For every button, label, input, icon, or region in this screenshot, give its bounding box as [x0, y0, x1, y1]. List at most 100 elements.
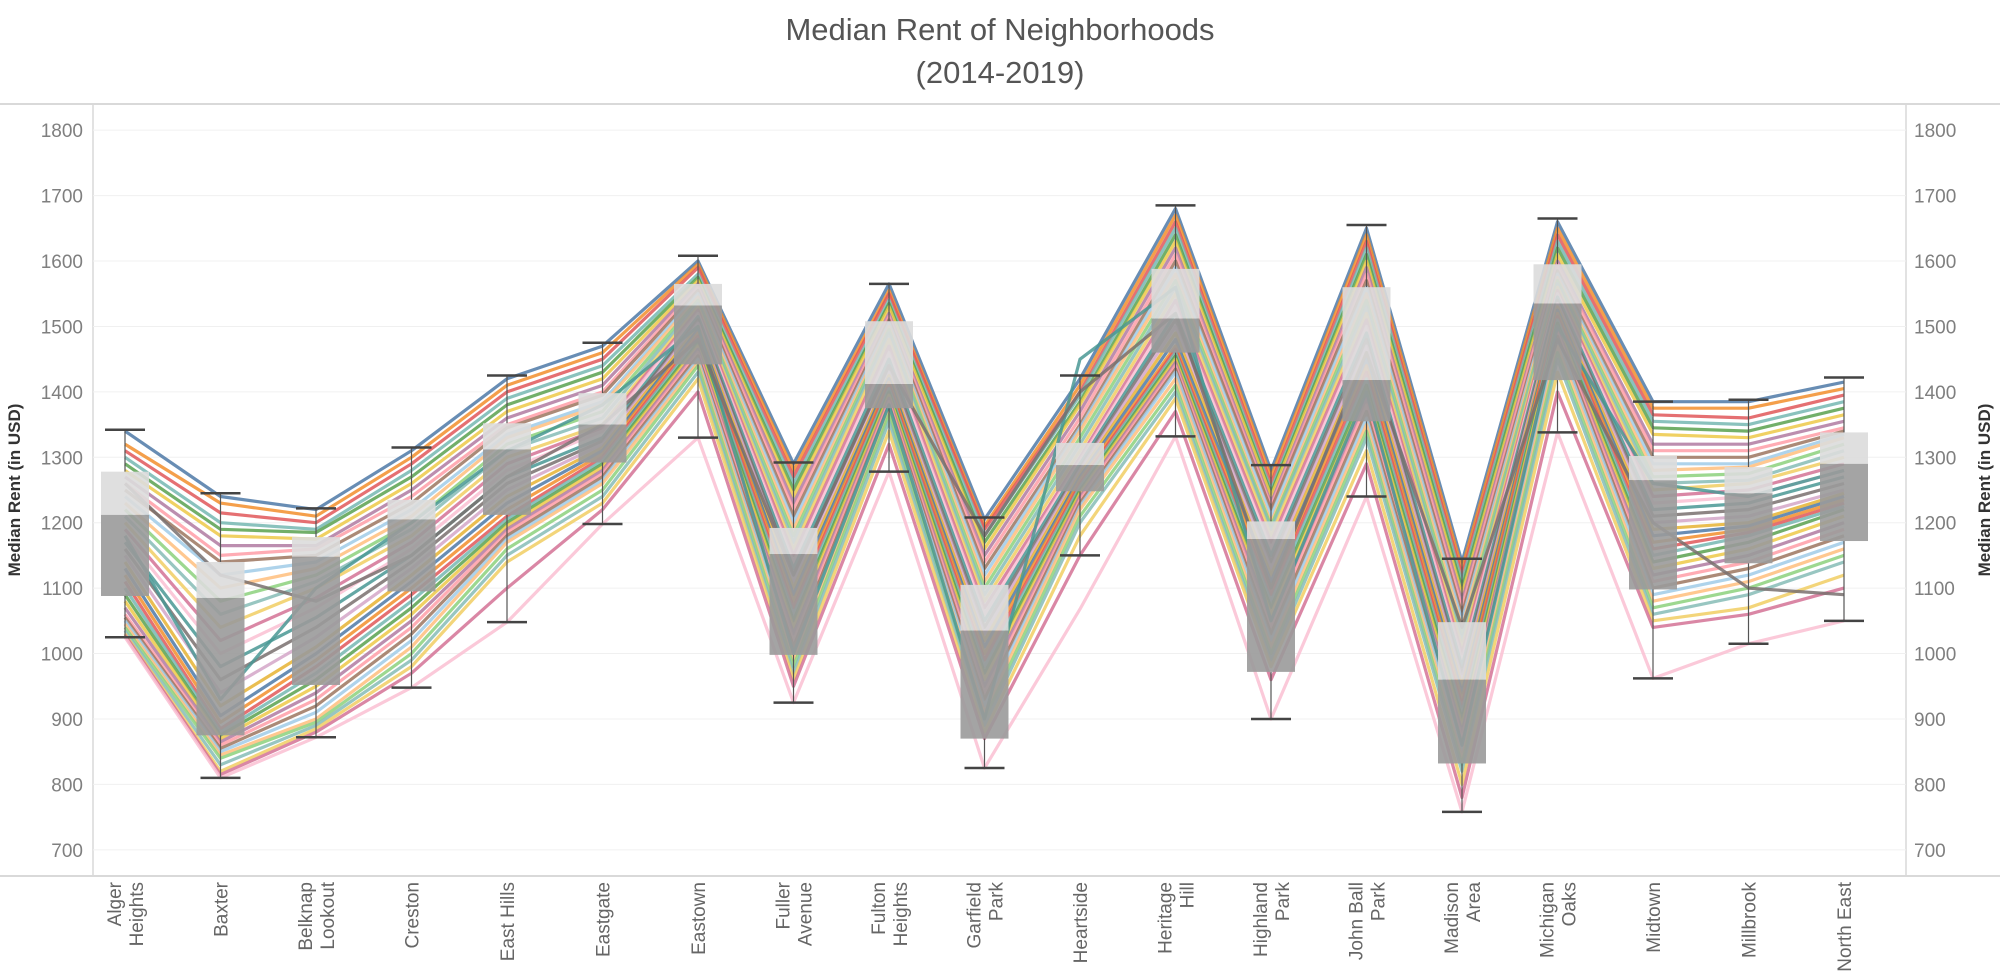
x-tick-label-18: North East [1835, 881, 1856, 971]
box-upper-8 [865, 321, 913, 385]
box-upper-17 [1724, 467, 1773, 494]
x-tick-label-16-line-1: Midtown [1644, 882, 1665, 953]
y-tick-left-1700: 1700 [41, 187, 83, 208]
x-tick-label-0-line-1: Alger [105, 881, 126, 926]
box-lower-16 [1629, 480, 1677, 590]
x-tick-label-16: Midtown [1644, 882, 1665, 953]
y-tick-right-1600: 1600 [1914, 252, 1956, 273]
y-tick-left-1100: 1100 [42, 579, 83, 600]
y-tick-right-1500: 1500 [1914, 317, 1956, 338]
box-upper-18 [1820, 432, 1868, 464]
box-upper-1 [196, 561, 245, 598]
x-tick-label-7-line-1: Fuller [774, 881, 795, 929]
box-upper-3 [387, 499, 436, 520]
y-tick-left-900: 900 [51, 710, 83, 731]
box-upper-6 [674, 283, 722, 306]
chart-title-line-1: Median Rent of Neighborhoods [785, 12, 1215, 47]
y-axis-label-left: Median Rent (in USD) [5, 404, 24, 577]
x-tick-label-14-line-1: Madison [1442, 882, 1463, 954]
y-tick-right-900: 900 [1914, 710, 1946, 731]
x-tick-label-13-line-1: John Ball [1347, 882, 1368, 960]
box-lower-18 [1820, 463, 1868, 542]
box-upper-14 [1438, 622, 1486, 680]
chart-title: Median Rent of Neighborhoods (2014-2019) [0, 8, 2000, 94]
x-tick-label-15: Michigan Oaks [1538, 882, 1581, 958]
box-lower-6 [674, 305, 722, 365]
x-tick-label-11-line-2: Hill [1178, 882, 1199, 908]
box-upper-15 [1533, 264, 1582, 304]
box-layer [101, 204, 1868, 814]
x-tick-label-12-line-1: Highland [1251, 882, 1272, 957]
x-tick-label-15-line-1: Michigan [1538, 882, 1559, 958]
x-tick-label-13: John Ball Park [1347, 882, 1390, 961]
x-tick-label-2-line-2: Lookout [318, 881, 339, 949]
x-tick-label-1-line-1: Baxter [212, 881, 233, 937]
box-lower-2 [292, 556, 340, 685]
x-tick-label-9: Garfield Park [965, 882, 1008, 949]
x-tick-label-14: Madison Area [1442, 882, 1485, 954]
box-upper-12 [1247, 521, 1295, 540]
box-upper-2 [292, 537, 340, 557]
box-lower-3 [387, 519, 436, 592]
x-tick-label-1: Baxter [212, 881, 233, 937]
box-lower-7 [769, 554, 818, 655]
x-tick-label-4: East Hills [498, 882, 519, 961]
box-lower-1 [196, 597, 245, 736]
box-upper-5 [578, 393, 627, 425]
box-lower-12 [1247, 539, 1295, 672]
x-tick-label-14-line-2: Area [1464, 882, 1485, 923]
box-lower-9 [960, 630, 1009, 739]
x-tick-label-3: Creston [403, 882, 424, 949]
x-tick-label-13-line-2: Park [1369, 882, 1390, 922]
x-tick-label-2-line-1: Belknap [296, 882, 317, 951]
x-tick-label-15-line-2: Oaks [1560, 882, 1581, 926]
x-tick-label-5-line-1: Eastgate [594, 882, 615, 957]
x-tick-label-9-line-1: Garfield [965, 882, 986, 949]
x-tick-label-8: Fulton Heights [869, 882, 912, 946]
y-tick-right-1300: 1300 [1914, 448, 1956, 469]
box-lower-0 [101, 514, 149, 596]
box-lower-14 [1438, 679, 1486, 764]
box-upper-9 [960, 584, 1009, 631]
x-tick-label-4-line-1: East Hills [498, 882, 519, 961]
x-tick-label-8-line-2: Heights [891, 882, 912, 946]
x-tick-label-18-line-1: North East [1835, 881, 1856, 971]
y-tick-left-1300: 1300 [41, 448, 83, 469]
box-upper-11 [1151, 268, 1200, 319]
y-tick-right-1200: 1200 [1914, 514, 1956, 535]
box-lower-10 [1056, 465, 1104, 492]
y-tick-right-1800: 1800 [1914, 121, 1956, 142]
x-tick-label-7: Fuller Avenue [774, 881, 817, 946]
box-lower-13 [1342, 380, 1391, 422]
y-axis-label-right: Median Rent (in USD) [1975, 404, 1994, 577]
y-tick-right-700: 700 [1914, 841, 1946, 862]
y-tick-left-700: 700 [51, 841, 83, 862]
xlabel-layer: Alger Heights Baxter Belknap Lookout Creston E… [105, 881, 1856, 971]
y-tick-right-1400: 1400 [1914, 383, 1956, 404]
x-tick-label-2: Belknap Lookout [296, 881, 339, 950]
x-tick-label-8-line-1: Fulton [869, 882, 890, 935]
x-tick-label-5: Eastgate [594, 882, 615, 957]
y-tick-right-1000: 1000 [1914, 645, 1956, 666]
tick-layer: 700 700 800 800 900 900 1000 1000 1100 1100 1200 12… [41, 121, 1957, 862]
x-tick-label-0-line-2: Heights [127, 882, 148, 946]
x-tick-label-6-line-1: Eastown [689, 882, 710, 955]
x-tick-label-11: Heritage Hill [1156, 882, 1199, 954]
y-tick-left-1200: 1200 [41, 514, 83, 535]
x-tick-label-17-line-1: Millbrook [1740, 882, 1761, 959]
box-lower-11 [1151, 318, 1200, 353]
box-lower-5 [578, 424, 627, 463]
x-tick-label-7-line-2: Avenue [796, 882, 817, 946]
box-upper-0 [101, 471, 149, 515]
y-tick-left-1400: 1400 [41, 383, 83, 404]
x-tick-label-10-line-1: Heartside [1071, 882, 1092, 963]
box-lower-4 [483, 449, 531, 515]
x-tick-label-12: Highland Park [1251, 882, 1294, 957]
x-tick-label-10: Heartside [1071, 882, 1092, 963]
box-lower-15 [1533, 303, 1582, 381]
x-tick-label-17: Millbrook [1740, 882, 1761, 959]
y-tick-right-800: 800 [1914, 775, 1946, 796]
x-tick-label-6: Eastown [689, 882, 710, 955]
y-tick-left-1000: 1000 [41, 645, 83, 666]
